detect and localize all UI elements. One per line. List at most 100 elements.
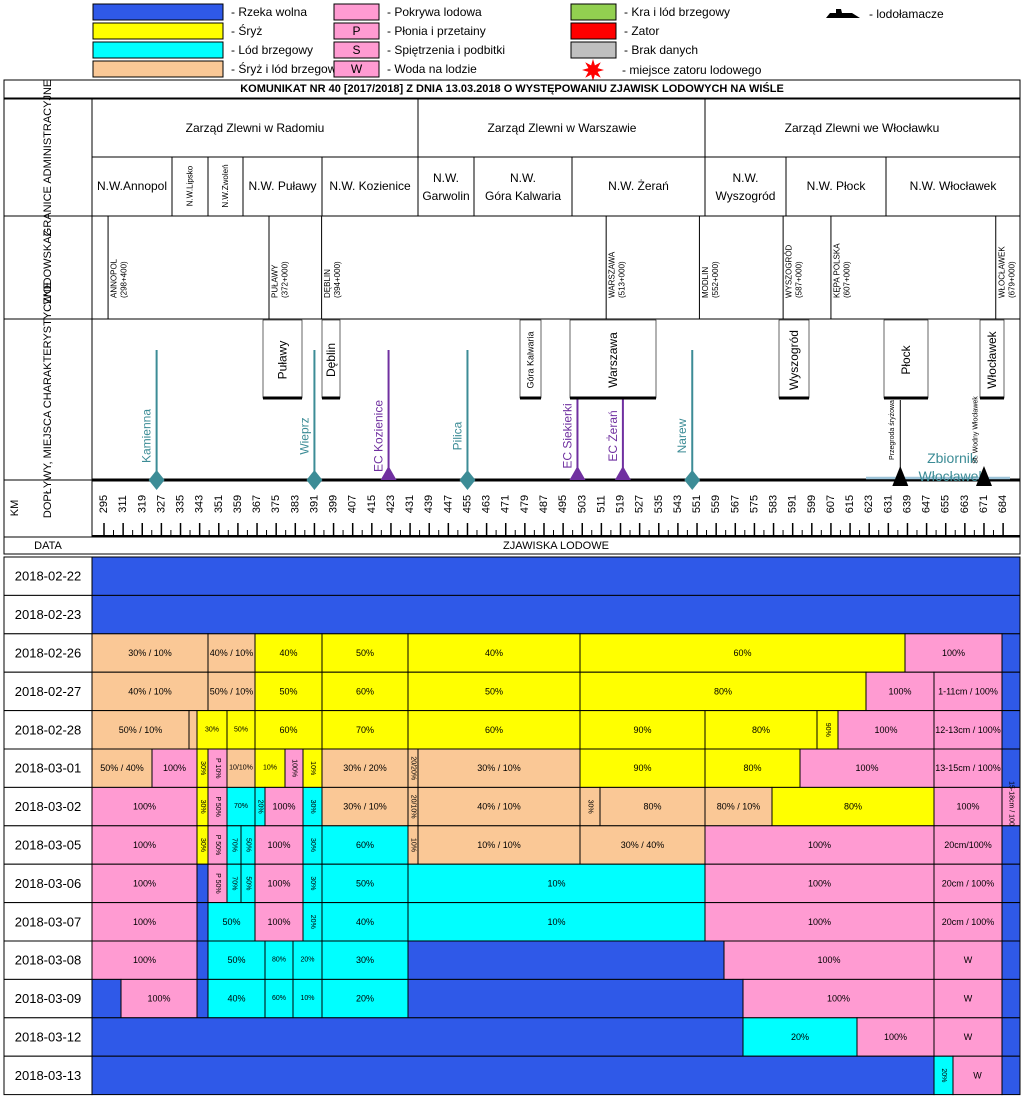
km-tick-label: 311: [117, 495, 129, 513]
segment-label: 10%: [263, 765, 277, 772]
ice-segment: [264, 978, 294, 1019]
segment-label: 50% / 40%: [100, 763, 144, 773]
segment-label: 20%: [300, 957, 314, 964]
segment-label: 30% / 20%: [343, 763, 387, 773]
ice-segment: [254, 825, 304, 865]
km-tick-label: 367: [251, 495, 263, 513]
date-label: 2018-03-08: [15, 953, 82, 968]
km-tick-label: 639: [901, 495, 913, 513]
ice-segment: [226, 710, 256, 750]
segment-label: 100%: [133, 878, 156, 888]
segment-label: 40% / 10%: [210, 648, 254, 658]
segment-label: 70%: [231, 876, 238, 890]
segment-label: W: [964, 1032, 973, 1042]
town-label: Dęblin: [324, 343, 338, 377]
zjawiska-header: ZJAWISKA LODOWE: [503, 540, 609, 552]
ice-segment: [91, 1017, 744, 1057]
segment-label: 100%: [133, 955, 156, 965]
segment-label: 20%: [940, 1068, 947, 1082]
ice-segment: [742, 1017, 858, 1057]
km-tick-label: 631: [882, 495, 894, 513]
gauge-code: (552+000): [711, 261, 720, 298]
ice-segment: [226, 748, 256, 788]
gauge-code: (372+000): [280, 261, 289, 298]
legend-letter: S: [352, 43, 360, 57]
segment-label: 10/10%: [229, 765, 253, 772]
km-tick-label: 447: [442, 495, 454, 513]
date-cell: [3, 978, 93, 1019]
ice-segment: [91, 978, 122, 1019]
gauge-name: WYSZOGRÓD: [785, 244, 794, 298]
segment-label: 100%: [163, 763, 186, 773]
gauge-code: (298+400): [120, 261, 129, 298]
segment-label: 30%: [356, 955, 374, 965]
date-cell: [3, 1055, 93, 1096]
town-label: Płock: [899, 344, 913, 374]
ice-segment: [188, 710, 198, 750]
segment-label: 60%: [485, 725, 503, 735]
gauge-name: DĘBLIN: [323, 269, 332, 298]
segment-label: 100%: [827, 994, 850, 1004]
segment-label: 100%: [267, 878, 290, 888]
ice-segment: [933, 825, 1003, 865]
segment-label: 80%: [752, 725, 770, 735]
legend-letter: W: [351, 62, 363, 76]
km-tick-label: 471: [500, 495, 512, 513]
dam-marker: [892, 466, 909, 486]
ice-segment: [579, 825, 706, 865]
km-tick-label: 655: [940, 495, 952, 513]
date-cell: [3, 863, 93, 904]
km-tick-label: 343: [194, 495, 206, 513]
segment-label: 100%: [133, 802, 156, 812]
ice-segment: [407, 940, 725, 980]
ice-segment: [264, 940, 294, 980]
segment-label: 30% / 40%: [621, 840, 665, 850]
town-box: [883, 319, 929, 399]
segment-label: 90%: [824, 723, 831, 737]
reservoir-label: Włocławek: [919, 468, 987, 484]
gauge-name: MODLIN: [701, 267, 710, 298]
ice-segment: [321, 978, 409, 1019]
km-tick-label: 295: [98, 495, 110, 513]
date-label: 2018-02-27: [15, 684, 82, 699]
ice-segment: [933, 710, 1003, 750]
km-tick-label: 575: [748, 495, 760, 513]
date-cell: [3, 748, 93, 788]
legend-swatch: [570, 22, 617, 40]
segment-label: 20%: [257, 800, 264, 814]
ice-segment: [1001, 1017, 1021, 1057]
segment-label: 50%: [485, 686, 503, 696]
segment-label: 30% / 10%: [477, 763, 521, 773]
segment-label: 90%: [633, 763, 651, 773]
ice-segment: [407, 978, 744, 1019]
legend-label: - Spiętrzenia i podbitki: [387, 43, 505, 57]
ice-segment: [579, 710, 706, 750]
km-tick-label: 383: [289, 495, 301, 513]
legend-label: - Zator: [624, 24, 659, 38]
legend-label: - Śryż i lód brzegowy: [231, 61, 342, 76]
icebreaker-icon: [826, 9, 860, 18]
segment-label: 20%: [791, 1032, 809, 1042]
date-cell: [3, 671, 93, 712]
segment-label: 30%: [309, 876, 316, 890]
segment-label: 50%: [356, 878, 374, 888]
km-tick-label: 599: [806, 495, 818, 513]
segment-label: W: [973, 1070, 982, 1080]
ice-segment: [1001, 633, 1021, 673]
segment-label: 30%: [199, 761, 206, 775]
ice-segment: [865, 671, 935, 712]
nw-label: N.W.: [433, 171, 459, 185]
ice-segment: [196, 902, 209, 942]
segment-label: 50%: [234, 726, 248, 733]
segment-label: 50%: [356, 648, 374, 658]
date-label: 2018-03-02: [15, 799, 82, 814]
segment-label: 1-11cm / 100%: [938, 686, 998, 696]
ice-segment: [704, 710, 818, 750]
segment-label: 12-13cm / 100%: [935, 725, 1001, 735]
segment-label: 50%: [222, 917, 240, 927]
segment-label: 100%: [884, 1032, 907, 1042]
segment-label: 100%: [817, 955, 840, 965]
segment-label: 70%: [231, 838, 238, 852]
dam-label: Przegroda śryżowa: [889, 400, 896, 460]
